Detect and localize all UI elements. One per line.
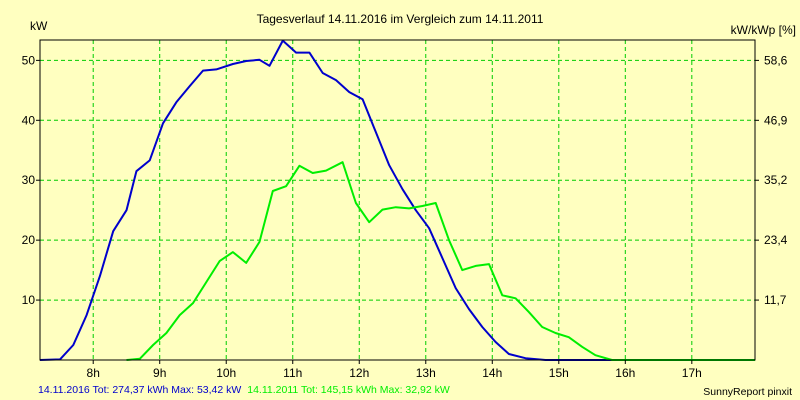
footer-credit: SunnyReport pinxit (703, 386, 792, 398)
y-axis-left-ticks: 10 20 30 40 50 (22, 53, 40, 307)
chart-title: Tagesverlauf 14.11.2016 im Vergleich zum… (257, 12, 544, 26)
y-left-tick-label-1: 20 (22, 233, 36, 247)
y-right-tick-label-4: 58,6 (764, 53, 788, 67)
x-tick-label-5: 13h (416, 366, 436, 380)
y-axis-left-label: kW (30, 19, 48, 33)
x-tick-label-2: 10h (216, 366, 236, 380)
series2-summary: 14.11.2011 Tot: 145,15 kWh Max: 32,92 kW (247, 384, 450, 396)
y-right-tick-label-0: 11,7 (764, 293, 787, 307)
x-tick-label-9: 17h (682, 366, 702, 380)
y-right-tick-label-1: 23,4 (764, 233, 788, 247)
y-left-tick-label-0: 10 (22, 293, 36, 307)
x-tick-label-1: 9h (153, 366, 166, 380)
y-axis-right-ticks: 11,7 23,4 35,2 46,9 58,6 (755, 53, 788, 307)
x-axis-ticks: 8h 9h 10h 11h 12h 13h 14h 15h 16h 17h (87, 360, 702, 380)
grid (40, 40, 755, 360)
y-right-tick-label-3: 46,9 (764, 113, 788, 127)
x-tick-label-4: 12h (349, 366, 369, 380)
y-right-tick-label-2: 35,2 (764, 173, 788, 187)
footer-summary: 14.11.2016 Tot: 274,37 kWh Max: 53,42 kW… (38, 384, 450, 396)
plot-frame (39, 39, 756, 361)
x-tick-label-8: 16h (615, 366, 635, 380)
x-tick-label-3: 11h (283, 366, 302, 380)
y-left-tick-label-4: 50 (22, 53, 36, 67)
series-layer (39, 39, 755, 361)
series-line-2 (126, 161, 755, 361)
y-left-tick-label-2: 30 (22, 173, 36, 187)
series1-summary: 14.11.2016 Tot: 274,37 kWh Max: 53,42 kW (38, 384, 241, 396)
y-left-tick-label-3: 40 (22, 113, 36, 127)
x-tick-label-7: 15h (549, 366, 569, 380)
x-tick-label-0: 8h (87, 366, 100, 380)
x-tick-label-6: 14h (482, 366, 502, 380)
y-axis-right-label: kW/kWp [%] (731, 23, 796, 37)
series-line-1 (39, 39, 612, 361)
